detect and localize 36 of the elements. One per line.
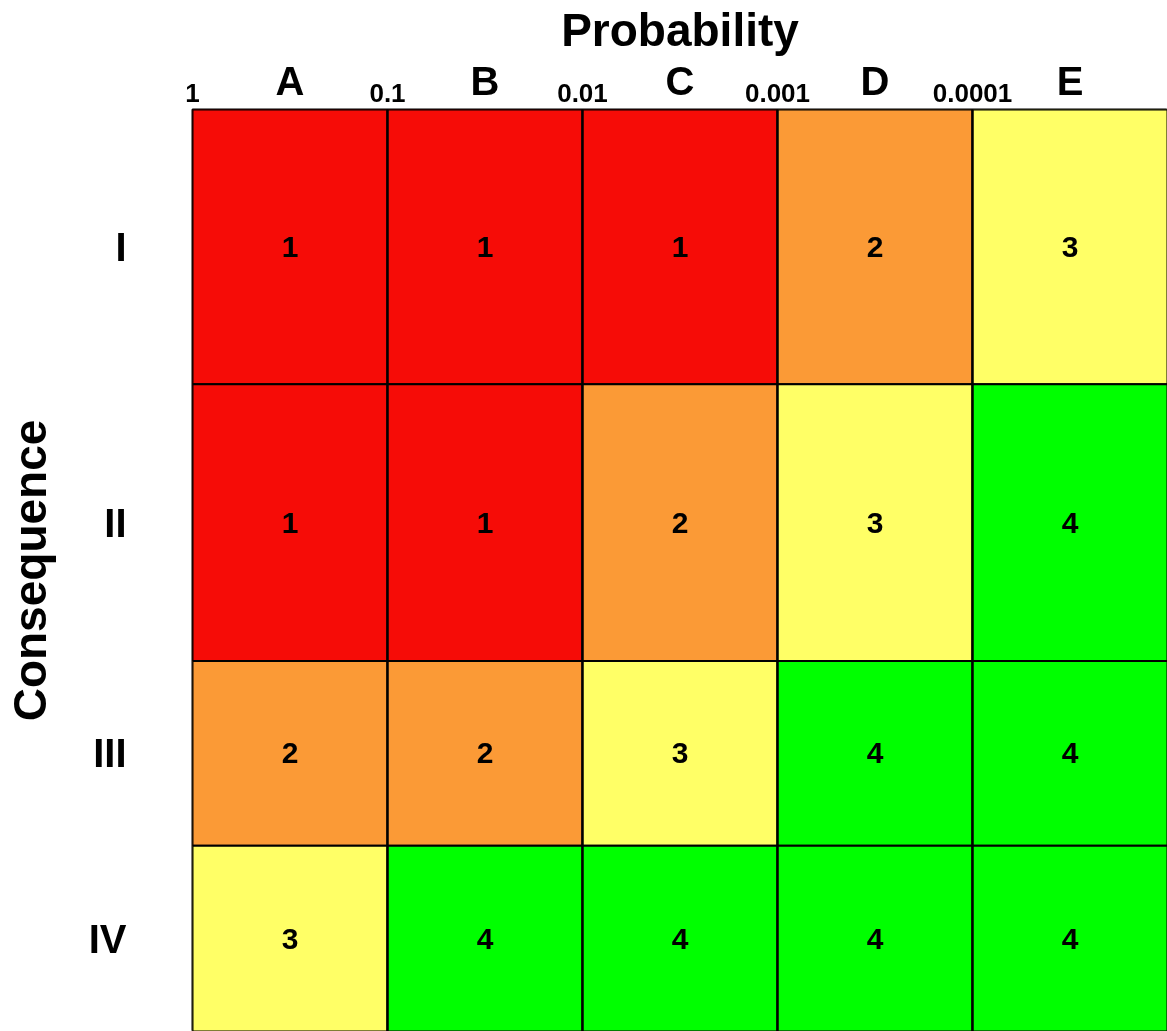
data-label: 4	[1061, 921, 1079, 955]
y-tick-label: I	[115, 224, 127, 269]
data-label: 4	[1061, 505, 1079, 539]
data-label: 3	[671, 736, 689, 770]
x-tick-label: C	[665, 58, 695, 103]
data-label: 1	[476, 505, 494, 539]
data-label: 1	[281, 505, 299, 539]
data-label: 4	[866, 921, 884, 955]
data-label: 4	[476, 921, 494, 955]
x-tick-label: E	[1056, 58, 1084, 103]
x-tick-label: B	[470, 58, 500, 103]
x-tick-label: D	[860, 58, 890, 103]
x2-tick-label: 0.1	[369, 77, 406, 108]
x2-tick-label: 0.0001	[932, 77, 1013, 108]
data-label: 1	[671, 229, 689, 263]
data-label: 2	[671, 505, 689, 539]
data-label: 1	[281, 229, 299, 263]
data-label: 2	[476, 736, 494, 770]
y-tick-label: III	[93, 731, 127, 776]
data-label: 4	[671, 921, 689, 955]
y-tick-label: II	[104, 500, 127, 545]
y-axis-title: Consequence	[3, 419, 56, 722]
data-label: 1	[476, 229, 494, 263]
x2-tick-label: 0.001	[744, 77, 811, 108]
x2-tick-label: 1	[185, 77, 200, 108]
data-label: 2	[866, 229, 884, 263]
data-label: 3	[866, 505, 884, 539]
y-tick-label: IV	[88, 916, 127, 961]
x-axis-title: Probability	[561, 3, 800, 56]
data-label: 4	[1061, 736, 1079, 770]
data-label: 3	[281, 921, 299, 955]
data-label: 2	[281, 736, 299, 770]
data-label: 4	[866, 736, 884, 770]
x-tick-label: A	[275, 58, 305, 103]
data-label: 3	[1061, 229, 1079, 263]
x2-tick-label: 0.01	[557, 77, 608, 108]
